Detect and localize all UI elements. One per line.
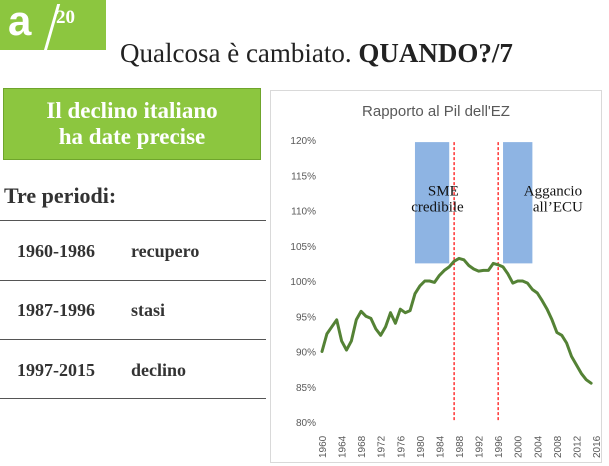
y-tick-label: 120%: [290, 136, 316, 147]
x-tick-label: 1972: [377, 435, 388, 458]
divider: [0, 280, 266, 281]
y-tick-label: 100%: [290, 277, 316, 288]
shaded-period-label: all’ECU: [533, 200, 583, 216]
x-tick-label: 2000: [514, 435, 525, 458]
chart-title: Rapporto al Pil dell'EZ: [362, 103, 510, 120]
slide-title: Qualcosa è cambiato. QUANDO?/7: [120, 38, 513, 69]
y-tick-label: 105%: [290, 242, 316, 253]
shaded-period-label: SME: [428, 183, 459, 199]
slide-number: 20: [56, 7, 75, 28]
period-row: 1997-2015 declino: [17, 360, 186, 381]
divider: [0, 339, 266, 340]
period-years: 1960-1986: [17, 241, 95, 261]
period-label: recupero: [131, 241, 200, 261]
chart: Rapporto al Pil dell'EZ 120% 115% 110% 105% 1…: [290, 103, 602, 458]
shaded-period-label: credibile: [411, 200, 464, 216]
divider: [0, 220, 266, 221]
x-tick-label: 2004: [533, 435, 544, 458]
highlight-line-1: Il declino italiano: [46, 98, 218, 123]
x-tick-label: 1964: [338, 435, 349, 458]
periods-heading: Tre periodi:: [4, 183, 117, 208]
period-label: declino: [131, 360, 187, 380]
divider: [0, 398, 266, 399]
period-years: 1997-2015: [17, 360, 95, 380]
highlight-box: Il declino italiano ha date precise: [3, 88, 261, 160]
period-label: stasi: [131, 300, 166, 320]
x-tick-label: 1988: [455, 435, 466, 458]
shaded-period: [503, 142, 533, 264]
slide-title-bold: QUANDO?/7: [358, 38, 513, 68]
x-tick-label: 1980: [416, 435, 427, 458]
period-row: 1960-1986 recupero: [17, 241, 199, 262]
logo: a 20: [0, 0, 106, 50]
y-tick-label: 85%: [296, 383, 316, 394]
x-tick-label: 1996: [494, 435, 505, 458]
x-tick-label: 1992: [475, 435, 486, 458]
y-tick-label: 115%: [291, 171, 316, 182]
series-line: [320, 256, 593, 385]
y-tick-label: 110%: [291, 207, 316, 218]
x-tick-label: 2008: [553, 435, 564, 458]
x-tick-label: 2016: [592, 435, 602, 458]
x-tick-label: 1968: [357, 435, 368, 458]
logo-letter: a: [8, 0, 32, 44]
slide-title-plain: Qualcosa è cambiato.: [120, 38, 352, 68]
x-tick-label: 2012: [572, 435, 583, 458]
shaded-period-label: Aggancio: [524, 183, 582, 199]
y-tick-label: 80%: [296, 418, 316, 429]
x-tick-label: 1984: [435, 435, 446, 458]
y-tick-label: 90%: [296, 348, 316, 359]
period-row: 1987-1996 stasi: [17, 300, 165, 321]
shaded-period: [414, 142, 450, 264]
y-tick-label: 95%: [296, 312, 316, 323]
highlight-line-2: ha date precise: [58, 124, 206, 149]
period-years: 1987-1996: [17, 300, 95, 320]
x-tick-label: 1960: [318, 435, 329, 458]
x-tick-label: 1976: [396, 435, 407, 458]
